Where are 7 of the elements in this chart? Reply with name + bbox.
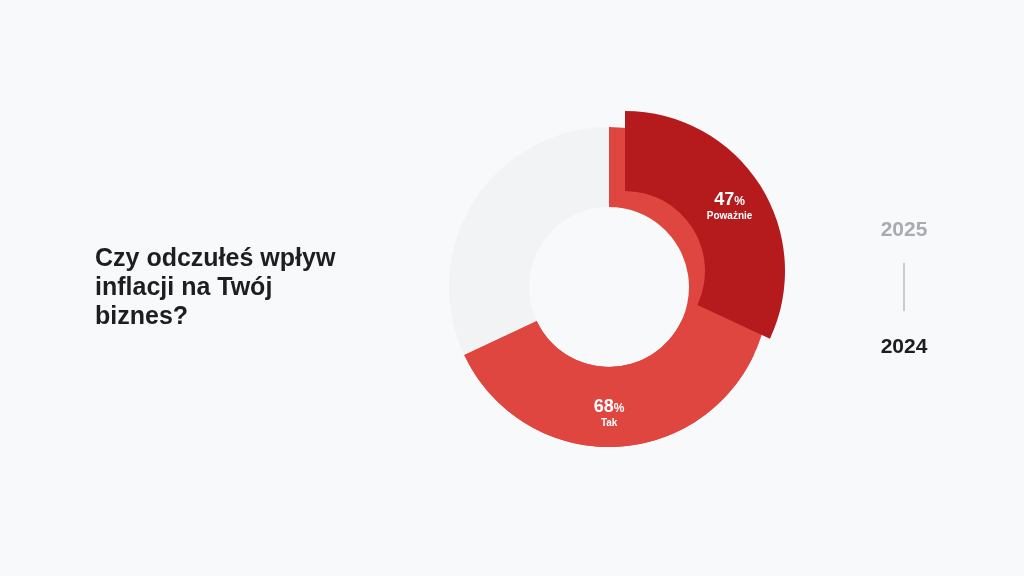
data-label: 47% (714, 189, 746, 210)
text: 2025 (880, 216, 928, 242)
text: Czy odczułeś wpływ inflacji na Twój biznes? (95, 243, 337, 330)
slice-label: Tak (600, 417, 618, 428)
slice-label: Poważnie (706, 210, 753, 222)
data-label: 68% (593, 396, 625, 416)
text: 2024 (880, 333, 928, 359)
